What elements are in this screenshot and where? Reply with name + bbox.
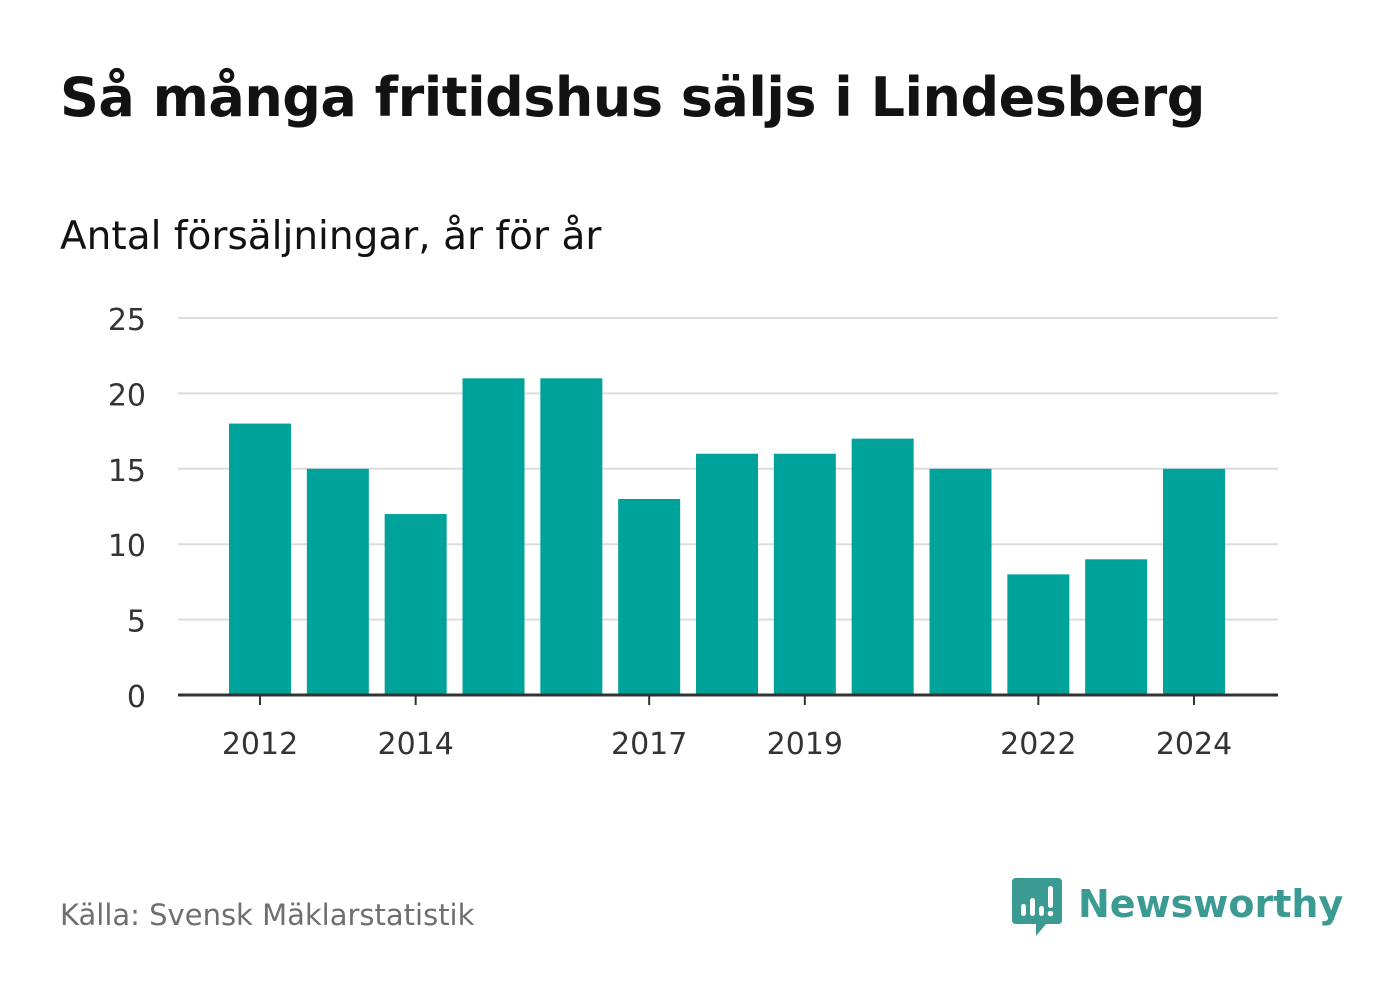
y-tick-label: 25 <box>108 303 146 338</box>
bar-2020 <box>851 438 914 695</box>
bar-2012 <box>229 423 291 695</box>
x-tick-label: 2012 <box>222 727 298 762</box>
y-tick-label: 20 <box>108 378 146 413</box>
bars <box>229 378 1225 695</box>
bar-2022 <box>1007 574 1070 695</box>
brand-name: Newsworthy <box>1078 882 1344 926</box>
bar-2019 <box>773 453 836 695</box>
bar-2013 <box>306 468 369 695</box>
source-note: Källa: Svensk Mäklarstatistik <box>60 898 475 932</box>
x-tick-label: 2024 <box>1156 727 1232 762</box>
x-tick-label: 2014 <box>377 727 453 762</box>
chart-title: Så många fritidshus säljs i Lindesberg <box>60 66 1205 129</box>
bar-2014 <box>384 514 447 695</box>
bar-2015 <box>462 378 525 695</box>
y-tick-label: 0 <box>127 680 146 715</box>
bar-2023 <box>1085 559 1148 695</box>
bar-2017 <box>618 498 681 695</box>
bar-2016 <box>540 378 603 695</box>
x-axis <box>178 693 1278 705</box>
x-axis-labels: 2012 2014 2017 2019 2022 2024 <box>222 727 1232 762</box>
chart-subtitle: Antal försäljningar, år för år <box>60 214 602 259</box>
y-axis-labels: 0 5 10 15 20 25 <box>108 303 146 715</box>
bar-chart-speech-bubble-icon <box>1012 878 1062 936</box>
x-tick-label: 2022 <box>1000 727 1076 762</box>
x-tick-label: 2017 <box>611 727 687 762</box>
bar-2024 <box>1163 468 1225 695</box>
brand-logo: Newsworthy <box>1012 878 1343 942</box>
bar-2018 <box>696 453 758 695</box>
x-tick-label: 2019 <box>767 727 843 762</box>
y-tick-label: 5 <box>127 605 146 640</box>
bar-2021 <box>929 468 992 695</box>
y-tick-label: 10 <box>108 529 146 564</box>
y-tick-label: 15 <box>108 454 146 489</box>
